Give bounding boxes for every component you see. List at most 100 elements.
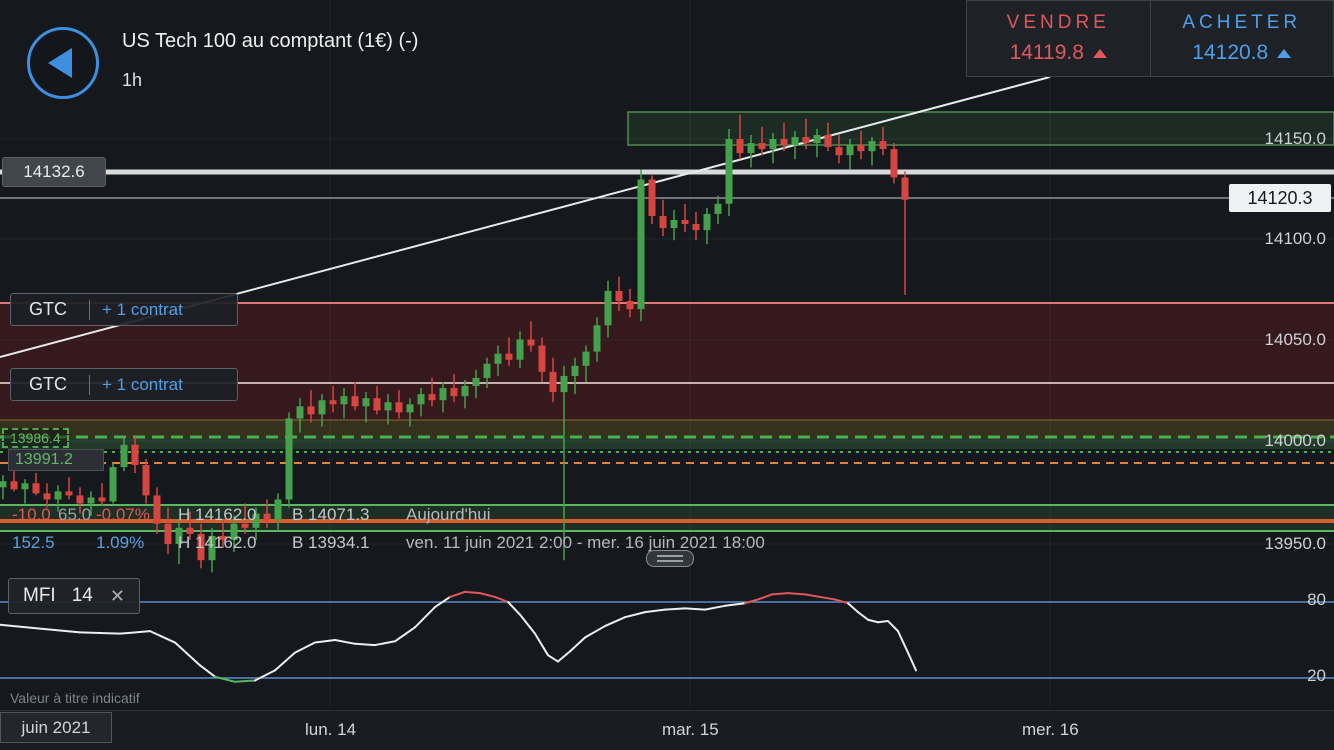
mfi-line-segment [374, 640, 396, 647]
mfi-line-segment [314, 639, 336, 644]
mfi-line-segment [464, 590, 481, 595]
range-label: ven. 11 juin 2021 2:00 - mer. 16 juin 20… [406, 533, 765, 552]
close-icon[interactable]: ✕ [109, 585, 125, 606]
candle [43, 493, 51, 500]
candle [901, 177, 909, 200]
alert-level-label[interactable]: 13986.4 [2, 428, 69, 448]
mfi-name: MFI [23, 585, 56, 606]
mfi-line-segment [877, 620, 889, 624]
mfi-line-segment [857, 611, 869, 621]
candle [428, 394, 436, 401]
high-value: H 14162.0 [178, 505, 257, 524]
price-chart[interactable] [0, 0, 1334, 710]
candle [406, 404, 414, 413]
candle [791, 136, 799, 146]
time-axis-label: mar. 15 [662, 720, 719, 739]
sell-label: VENDRE [1006, 12, 1110, 33]
candle [813, 134, 821, 144]
time-axis-label: lun. 14 [305, 720, 357, 739]
mfi-line-segment [867, 618, 879, 624]
candle [285, 418, 293, 500]
mfi-line-segment [519, 613, 536, 635]
candle [868, 141, 876, 152]
candle [824, 134, 832, 148]
candle [483, 363, 491, 378]
mfi-line-segment [234, 679, 256, 683]
mfi-indicator-label[interactable]: MFI 14 ✕ [8, 578, 140, 614]
mfi-line-segment [214, 675, 236, 683]
alert-level-label-2[interactable]: 13991.2 [8, 449, 104, 471]
candle [32, 483, 40, 494]
candle [21, 483, 29, 490]
candle [131, 444, 139, 466]
mfi-line-segment [494, 595, 509, 603]
order-gtc-2[interactable]: GTC + 1 contrat [10, 368, 238, 401]
mfi-line-segment [394, 626, 416, 643]
mfi-line-segment [354, 642, 376, 647]
candle [340, 396, 348, 405]
candle [109, 467, 117, 502]
mfi-line-segment [334, 639, 356, 645]
candle [153, 495, 161, 524]
candle [604, 290, 612, 326]
candle [703, 213, 711, 231]
candle [296, 406, 304, 419]
candle [219, 535, 227, 540]
candle [505, 353, 513, 360]
change-value: 152.5 [12, 533, 55, 552]
candle [10, 481, 18, 490]
add-contract-link[interactable]: + 1 contrat [102, 299, 183, 319]
scroll-handle[interactable] [646, 550, 694, 567]
low-value: B 14071.3 [292, 505, 370, 524]
mfi-line-segment [449, 590, 466, 598]
mfi-line-segment [771, 592, 789, 596]
percent-value: 1.09% [96, 533, 145, 552]
order-gtc-1[interactable]: GTC + 1 contrat [10, 293, 238, 326]
buy-button[interactable]: ACHETER 14120.8 [1151, 1, 1334, 76]
candle [54, 491, 62, 500]
timeframe-label[interactable]: 1h [122, 70, 143, 90]
price-axis-label: 14100.0 [1264, 229, 1326, 248]
obscured-label: 65.0 [58, 505, 92, 524]
mfi-level-80: 80 [1307, 590, 1326, 609]
candle [615, 290, 623, 301]
candle [307, 406, 315, 415]
instrument-title: US Tech 100 au comptant (1€) (-) [122, 30, 419, 52]
buy-tick-up-icon [1277, 48, 1292, 58]
mfi-line-segment [274, 651, 296, 672]
back-icon [47, 48, 72, 78]
mfi-line-segment [569, 636, 586, 653]
candle [571, 365, 579, 376]
back-button[interactable] [27, 27, 99, 99]
candle [769, 139, 777, 150]
grip-icon [657, 555, 683, 562]
mfi-level-20: 20 [1307, 666, 1326, 685]
candle [692, 224, 700, 231]
mfi-line-segment [507, 601, 521, 616]
candle [626, 301, 634, 310]
mfi-line-segment [547, 654, 559, 663]
price-axis-label: 14000.0 [1264, 431, 1326, 450]
candle [835, 147, 843, 156]
divider [89, 299, 90, 320]
candle [714, 203, 722, 214]
candle [560, 375, 568, 393]
sell-button[interactable]: VENDRE 14119.8 [967, 1, 1151, 76]
mfi-line-segment [149, 630, 176, 644]
add-contract-link[interactable]: + 1 contrat [102, 374, 183, 394]
candle [164, 523, 172, 544]
candle [736, 139, 744, 154]
candle [197, 533, 205, 561]
buy-price: 14120.8 [1192, 41, 1269, 64]
info-row-period: 152.5 1.09% H 14162.0 B 13934.1 ven. 11 … [0, 533, 980, 557]
time-axis-label: mer. 16 [1022, 720, 1079, 739]
mfi-line-segment [704, 604, 726, 611]
candle [142, 465, 150, 496]
candle [0, 481, 7, 488]
current-price-label: 14120.3 [1229, 184, 1331, 212]
mfi-line-segment [787, 592, 806, 596]
price-axis-label: 14050.0 [1264, 330, 1326, 349]
candle [549, 371, 557, 393]
candle [802, 136, 810, 144]
